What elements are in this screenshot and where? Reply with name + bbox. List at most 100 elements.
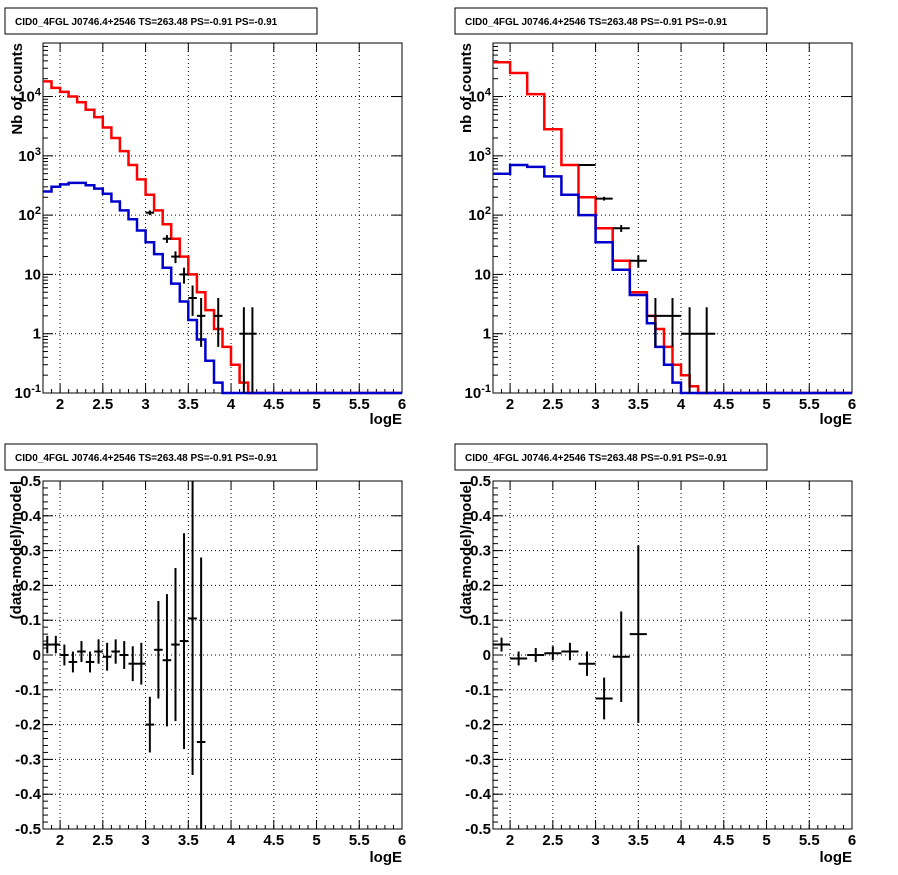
- source-model-histogram: [43, 181, 402, 395]
- data-point: [239, 307, 249, 393]
- data-point: [561, 642, 579, 661]
- x-tick-label: 4.5: [713, 832, 734, 849]
- x-tick-label: 6: [398, 832, 406, 849]
- x-tick-label: 4: [227, 832, 236, 849]
- x-tick-label: 3: [141, 832, 149, 849]
- data-point: [493, 637, 511, 652]
- panel-bottom-left: 2 2.5 3 3.5 4 4.5 5 5.5 6 -0.5 -0.4 -0.3 -0.2 -0.1 0 0.…: [4, 443, 406, 866]
- x-tick-label: 3.5: [628, 396, 649, 413]
- data-point: [60, 644, 69, 666]
- y-axis-label: Nb of counts: [9, 43, 26, 135]
- x-tick-label: 2.5: [542, 396, 563, 413]
- y-tick-label: 102: [468, 205, 491, 224]
- data-point: [179, 533, 189, 749]
- x-tick-label: 3.5: [178, 396, 199, 413]
- x-tick-label: 2: [506, 832, 514, 849]
- x-tick-label: 2: [56, 396, 64, 413]
- data-point: [612, 611, 630, 702]
- y-tick-label: 0.2: [20, 577, 41, 594]
- x-tick-label: 2.5: [92, 832, 113, 849]
- chart-title: CID0_4FGL J0746.4+2546 TS=263.48 PS=-0.9…: [15, 17, 278, 28]
- data-point: [629, 255, 647, 268]
- x-tick-label: 4: [227, 396, 236, 413]
- chart-title: CID0_4FGL J0746.4+2546 TS=263.48 PS=-0.9…: [15, 453, 278, 464]
- panel-top-right: 2 2.5 3 3.5 4 4.5 5 5.5 6 10-1 1 10 102 103 104 logE n…: [454, 7, 856, 428]
- data-point: [43, 635, 52, 654]
- chart-title: CID0_4FGL J0746.4+2546 TS=263.48 PS=-0.9…: [465, 453, 728, 464]
- title-box: [4, 7, 318, 35]
- x-tick-label: 2.5: [92, 396, 113, 413]
- data-point: [510, 651, 528, 666]
- y-tick-label: 103: [468, 146, 491, 165]
- y-tick-label: 0.4: [470, 508, 492, 525]
- data-point: [213, 298, 223, 347]
- data-point: [171, 568, 180, 722]
- y-axis-label: nb of counts: [458, 43, 475, 133]
- y-tick-label: -0.5: [15, 821, 41, 838]
- data-point: [188, 481, 197, 776]
- y-tick-label: 0: [483, 647, 491, 664]
- x-tick-label: 4.5: [263, 832, 284, 849]
- data-point: [154, 601, 163, 699]
- y-tick-label: 10: [24, 266, 41, 283]
- title-box: [4, 443, 318, 471]
- x-tick-label: 5.5: [799, 396, 820, 413]
- panel-top-left: 2 2.5 3 3.5 4 4.5 5 5.5 6 10-1 1 10 102 103 104 logE N…: [4, 7, 406, 428]
- data-point: [171, 251, 180, 264]
- y-tick-label: 0.3: [20, 543, 41, 560]
- x-tick-label: 4.5: [263, 396, 284, 413]
- y-tick-label: -0.4: [465, 786, 492, 803]
- x-tick-label: 5.5: [349, 396, 370, 413]
- data-point: [68, 651, 78, 673]
- x-tick-label: 5.5: [799, 832, 820, 849]
- y-tick-label: -0.1: [15, 682, 41, 699]
- data-point: [128, 646, 138, 682]
- y-tick-label: 0.1: [470, 612, 491, 629]
- x-tick-label: 5.5: [349, 832, 370, 849]
- y-tick-label: 0.5: [20, 473, 41, 490]
- data-point: [94, 639, 103, 664]
- title-box: [454, 7, 768, 35]
- y-tick-label: 103: [18, 146, 41, 165]
- x-axis-label: logE: [370, 849, 403, 866]
- data-point: [145, 210, 155, 216]
- x-tick-label: 3: [141, 396, 149, 413]
- x-tick-label: 6: [848, 396, 856, 413]
- data-point: [527, 648, 545, 662]
- x-tick-label: 4: [677, 832, 686, 849]
- y-tick-label: 10-1: [465, 383, 491, 402]
- data-point: [162, 594, 172, 727]
- y-tick-label: 10-1: [15, 383, 41, 402]
- y-tick-label: 10: [474, 266, 491, 283]
- data-point: [102, 642, 112, 671]
- x-tick-label: 4: [677, 396, 686, 413]
- y-tick-label: 1: [483, 326, 491, 343]
- y-tick-label: 104: [468, 87, 492, 106]
- data-point: [111, 639, 120, 664]
- x-axis-label: logE: [370, 411, 403, 428]
- data-point: [162, 235, 172, 243]
- x-tick-label: 3.5: [628, 832, 649, 849]
- data-point: [77, 641, 86, 662]
- y-tick-label: 0.3: [470, 543, 491, 560]
- x-tick-label: 5: [762, 832, 770, 849]
- data-point: [248, 307, 257, 393]
- total-model-histogram: [43, 80, 402, 395]
- x-tick-label: 5: [312, 396, 320, 413]
- data-point: [595, 196, 613, 201]
- data-point: [595, 677, 613, 720]
- data-point: [629, 545, 647, 723]
- data-point: [663, 298, 682, 347]
- x-tick-label: 3.5: [178, 832, 199, 849]
- x-tick-label: 5: [762, 396, 770, 413]
- x-tick-label: 2: [506, 396, 514, 413]
- y-tick-label: -0.2: [465, 717, 491, 734]
- data-point: [578, 164, 596, 167]
- x-tick-label: 2: [56, 832, 64, 849]
- y-tick-label: 0.5: [470, 473, 491, 490]
- y-tick-label: -0.2: [15, 717, 41, 734]
- data-point: [544, 646, 562, 661]
- data-point: [85, 651, 95, 673]
